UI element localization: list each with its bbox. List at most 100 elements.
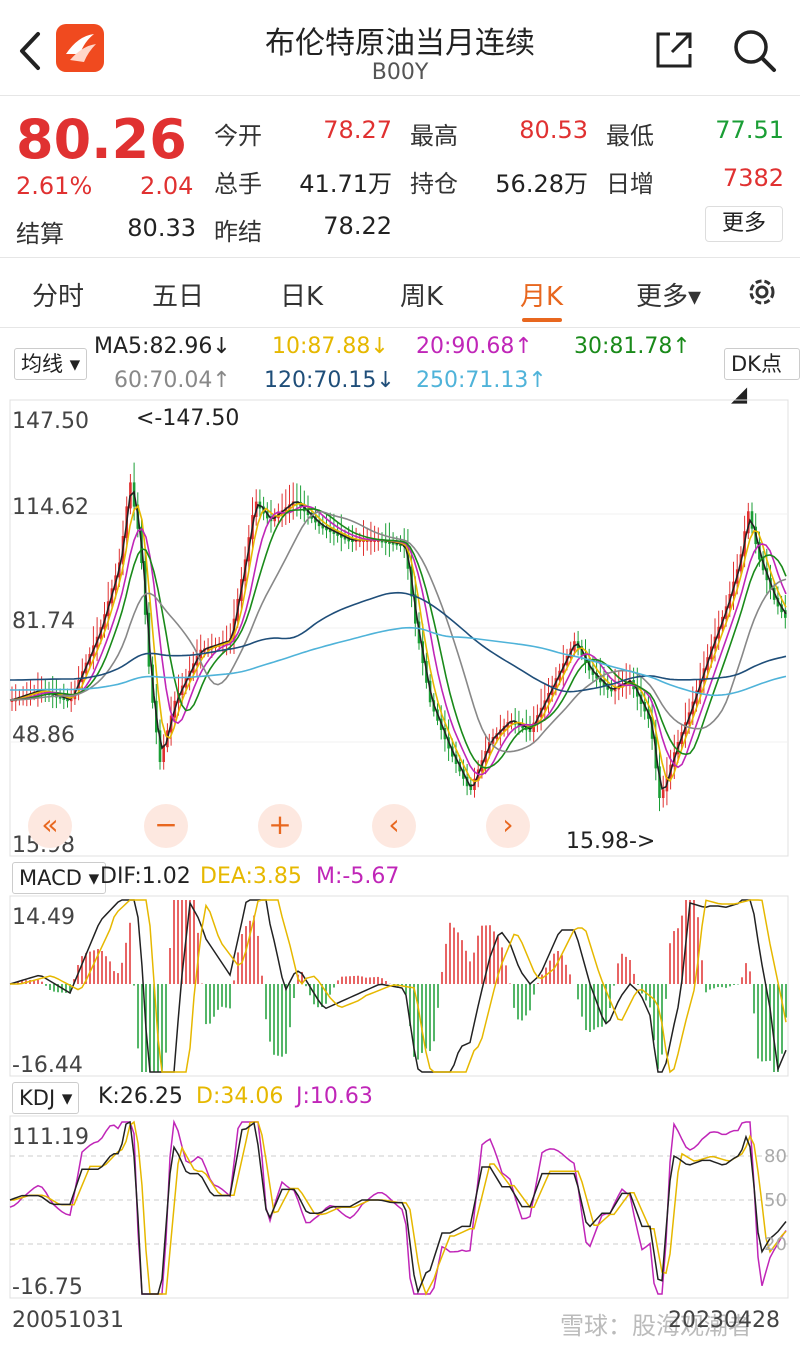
scroll-right-button[interactable]: › [486,804,530,848]
ma-selector-label: 均线 [21,352,63,376]
daily-increase-label: 日增 [606,170,654,198]
change-percent: 2.61% [16,172,93,200]
kdj-d-line [10,1120,787,1296]
tab-more[interactable]: 更多▾ [636,282,702,312]
candle-body [314,516,317,523]
tab-daily-k[interactable]: 日K [280,282,324,312]
y-label-2: 114.62 [12,495,89,520]
macd-y-top: 14.49 [12,905,75,930]
candle-body [517,722,521,727]
candle-body [528,728,532,732]
ma-line-5 [10,591,787,693]
macd-dea-line [10,899,787,1074]
end-date: 20230428 [668,1308,780,1333]
scroll-start-button[interactable]: « [28,804,72,848]
share-icon[interactable] [654,30,694,70]
ma250-value: 250:71.13↑ [416,368,547,393]
candle-body [595,672,598,679]
kdj-d: D:34.06 [196,1084,284,1109]
candle-body [158,730,162,762]
candle-body [624,681,628,686]
candle-body [369,540,373,542]
tab-weekly-k[interactable]: 周K [400,282,444,312]
start-date: 20051031 [12,1308,124,1333]
candle-body [380,540,384,543]
kdj-indicator-selector[interactable]: KDJ ▾ [12,1082,80,1114]
candle-body [521,724,524,729]
kdj-k: K:26.25 [98,1084,183,1109]
period-tabs: 分时 五日 日K 周K 月K 更多▾ [0,258,800,328]
tab-intraday[interactable]: 分时 [32,282,85,312]
gear-icon[interactable] [744,274,780,310]
min-price-marker: 15.98-> [566,829,655,854]
macd-y-bottom: -16.44 [12,1053,83,1078]
volume-label: 总手 [214,170,262,198]
candle-body [399,543,402,547]
y-label-3: 81.74 [12,609,75,634]
candle-body [750,511,754,529]
candle-body [325,526,328,531]
open-interest-value: 56.28万 [495,170,588,198]
app-logo-icon [56,24,104,72]
zoom-out-button[interactable]: − [144,804,188,848]
candle-body [661,789,665,798]
ma5-value: MA5:82.96↓ [94,334,231,359]
search-icon[interactable] [730,26,780,74]
max-price-marker: <-147.50 [136,406,239,431]
candle-body [384,540,387,544]
candle-body [613,687,617,692]
zoom-in-button[interactable]: + [258,804,302,848]
ma20-value: 20:90.68↑ [416,334,533,359]
tab-five-day[interactable]: 五日 [152,282,205,312]
ma10-value: 10:87.88↓ [272,334,389,359]
candle-body [162,745,165,762]
dk-point-button[interactable]: DK点◢ [724,348,800,406]
candle-body [606,684,609,690]
more-button[interactable]: 更多 [705,206,783,242]
candle-body [328,528,332,533]
header-bar: 布伦特原油当月连续 B00Y [0,0,800,96]
ma60-value: 60:70.04↑ [114,368,231,393]
candle-body [388,541,391,544]
macd-indicator-selector[interactable]: MACD ▾ [12,862,107,894]
macd-dif-line [9,899,787,1073]
candle-body [395,542,399,546]
scroll-left-button[interactable]: ‹ [372,804,416,848]
candle-body [362,540,365,542]
macd-selector-label: MACD [19,866,82,890]
kdj-series [9,1119,787,1296]
candle-body [62,696,66,700]
candle-body [58,695,62,699]
prev-settle-value: 78.22 [323,212,392,240]
candle-body [602,680,606,686]
tab-monthly-k[interactable]: 月K [520,282,564,312]
ma-line-1 [9,502,787,783]
candle-body [317,520,321,527]
candle-body [391,541,395,545]
macd-dif: DIF:1.02 [100,864,191,889]
y-label-4: 48.86 [12,723,75,748]
candle-body [373,540,376,542]
candle-body [377,540,380,542]
watermark: 雪球：股海观潮者 [560,1312,752,1340]
candle-body [332,530,336,534]
candle-body [306,509,310,515]
ma-indicator-selector[interactable]: 均线 ▾ [14,348,88,380]
chevron-left-icon[interactable] [14,26,50,76]
kdj-k-line [9,1120,787,1295]
candle-body [354,540,358,542]
low-value: 77.51 [715,116,784,144]
candle-body [599,676,602,683]
candle-body [347,537,350,542]
candle-body [469,784,473,790]
instrument-code: B00Y [371,60,429,85]
ma30-value: 30:81.78↑ [574,334,691,359]
candle-body [658,766,661,798]
high-value: 80.53 [519,116,588,144]
candle-body [51,693,54,697]
high-label: 最高 [410,122,458,150]
open-value: 78.27 [323,116,392,144]
ma-line-3 [9,508,787,769]
kdj-y-top: 111.19 [12,1125,89,1150]
